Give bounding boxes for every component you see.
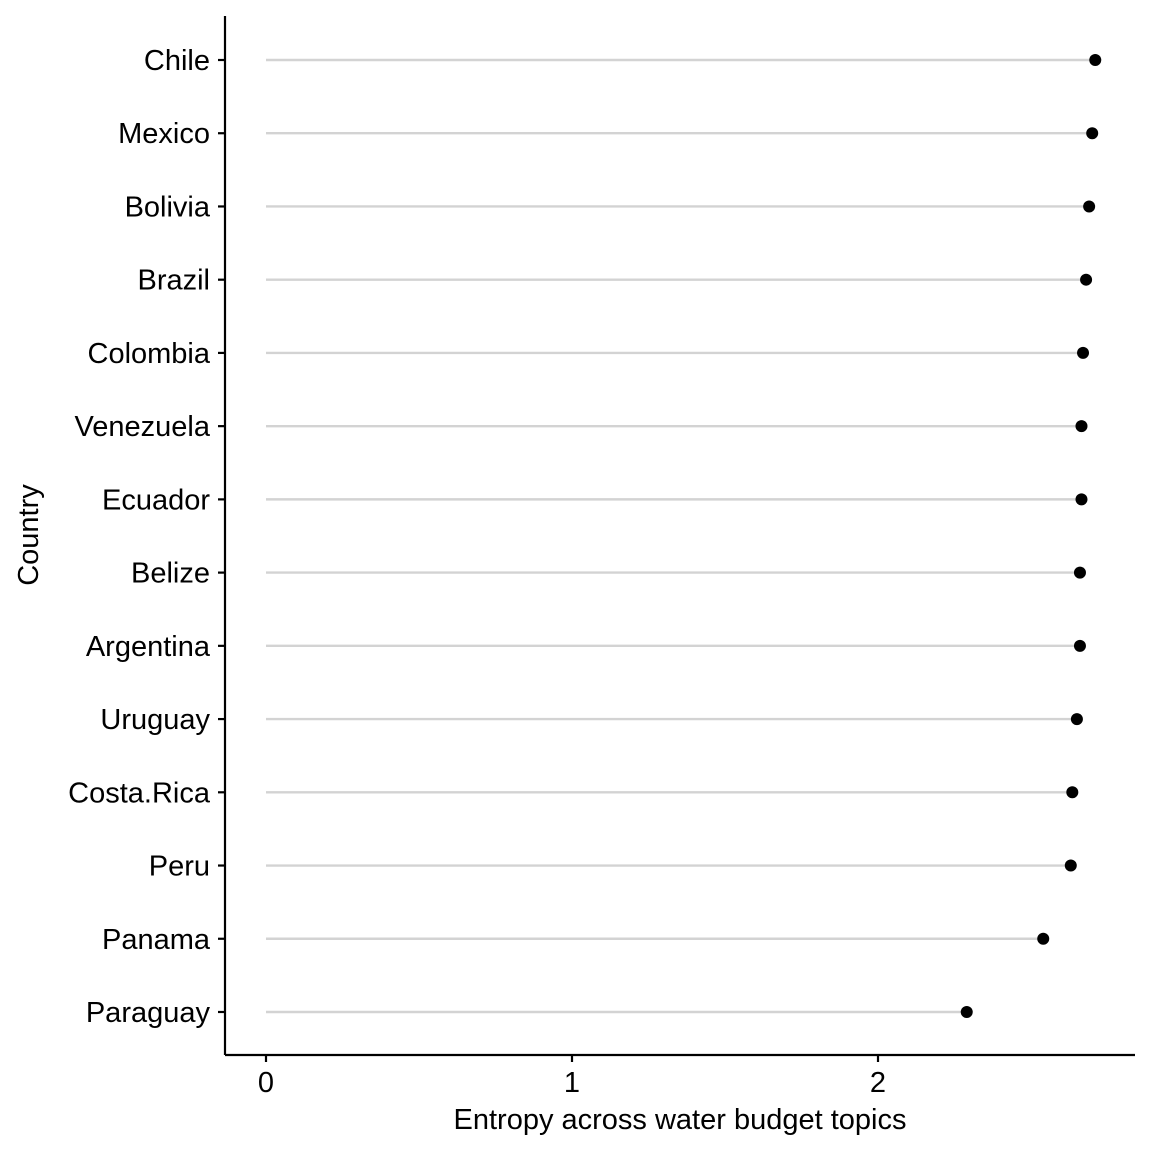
point-venezuela (1075, 420, 1088, 433)
y-tick-label: Paraguay (86, 997, 211, 1029)
x-tick-label: 1 (564, 1067, 580, 1099)
y-tick-label: Chile (144, 45, 210, 77)
y-axis: Chile Mexico Bolivia Brazil Colombia Venezuel… (68, 16, 227, 1055)
y-tick-label: Ecuador (102, 484, 210, 516)
x-tick-label: 0 (258, 1067, 274, 1099)
y-tick-label: Costa.Rica (68, 777, 211, 809)
point-argentina (1073, 639, 1086, 652)
y-tick-label: Belize (131, 558, 210, 590)
point-ecuador (1075, 493, 1088, 506)
stems-group (266, 58, 1096, 1014)
x-axis-title: Entropy across water budget topics (454, 1104, 907, 1136)
y-tick-label: Uruguay (100, 704, 210, 736)
point-peru (1064, 859, 1077, 872)
y-tick-label: Panama (102, 924, 211, 956)
x-tick-label: 2 (870, 1067, 886, 1099)
y-tick-label: Venezuela (75, 411, 211, 443)
y-tick-label: Brazil (137, 265, 210, 297)
y-tick-label: Colombia (88, 338, 211, 370)
y-axis-title: Country (13, 484, 45, 586)
point-costa-rica (1066, 786, 1079, 799)
point-colombia (1077, 346, 1090, 359)
point-chile (1089, 54, 1102, 66)
points-group (960, 54, 1102, 1018)
point-panama (1037, 932, 1050, 945)
point-bolivia (1083, 200, 1096, 213)
point-paraguay (960, 1005, 973, 1018)
y-tick-label: Bolivia (125, 191, 211, 223)
point-belize (1073, 566, 1086, 579)
y-tick-label: Mexico (118, 118, 210, 150)
y-tick-label: Peru (149, 851, 210, 883)
point-mexico (1086, 127, 1099, 140)
point-uruguay (1070, 713, 1083, 726)
y-tick-label: Argentina (86, 631, 211, 663)
x-axis: 0 1 2 (225, 1053, 1135, 1099)
point-brazil (1080, 273, 1093, 286)
